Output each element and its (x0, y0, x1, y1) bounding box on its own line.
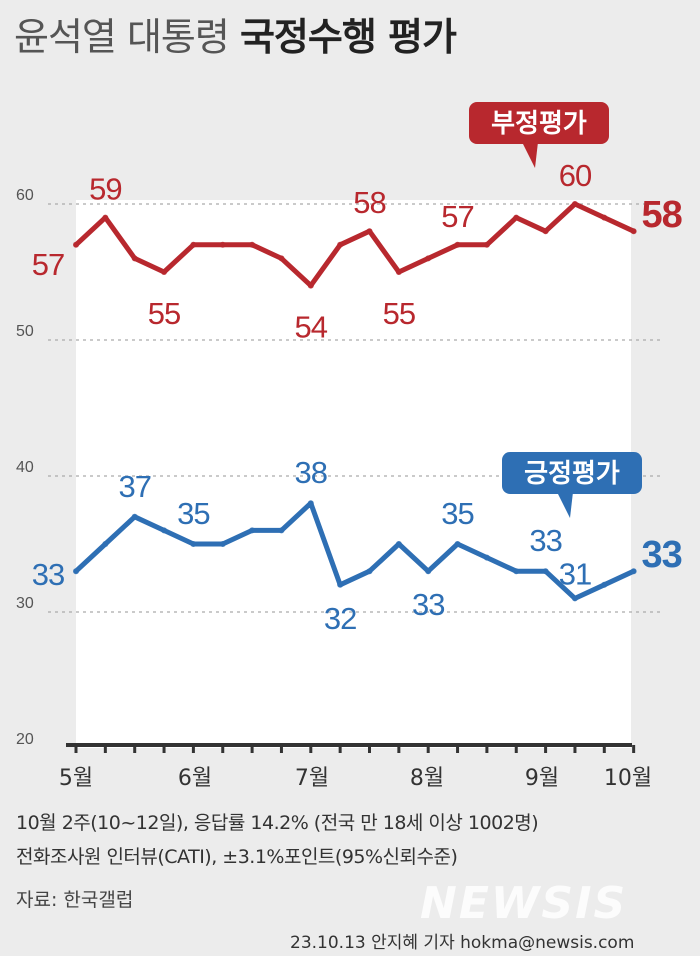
data-label: 58 (642, 194, 682, 236)
data-label: 59 (89, 172, 121, 207)
data-label: 38 (295, 455, 327, 490)
data-point (278, 527, 285, 534)
data-point (131, 255, 138, 262)
data-point (483, 241, 490, 248)
data-label: 55 (148, 296, 180, 331)
data-point (366, 568, 373, 575)
source-text: 자료: 한국갤럽 (16, 889, 134, 911)
data-point (249, 527, 256, 534)
legend-callout-box-1 (502, 452, 642, 494)
legend-callout-box-0 (469, 102, 609, 144)
data-label: 37 (118, 469, 150, 504)
y-tick-label: 30 (16, 595, 34, 612)
data-label: 57 (32, 247, 64, 282)
data-point (219, 241, 226, 248)
data-point (337, 241, 344, 248)
data-label: 35 (177, 496, 209, 531)
line-chart: 20 30 40 50 60 5월 6월 7월 8월 9월 10월 57 59 55 54 58 55 57 60 5… (16, 102, 683, 791)
legend-callout-tail-0 (522, 142, 538, 168)
y-tick-label: 40 (16, 459, 34, 476)
data-label: 58 (353, 185, 385, 220)
data-label: 33 (642, 534, 682, 576)
data-point (337, 581, 344, 588)
chart-title: 윤석열 대통령 국정수행 평가 (14, 6, 457, 61)
data-point (454, 241, 461, 248)
data-point (102, 214, 109, 221)
data-point (483, 554, 490, 561)
data-label: 31 (559, 556, 591, 591)
legend-callout-tail-1 (557, 492, 573, 518)
x-tick-label: 7월 (295, 766, 329, 791)
x-tick-label: 5월 (59, 766, 93, 791)
data-point (102, 541, 109, 547)
data-point (425, 568, 432, 575)
data-point (630, 228, 637, 235)
data-point (601, 581, 608, 588)
credit-text: 23.10.13 안지혜 기자 hokma@newsis.com (290, 933, 635, 953)
y-tick-label: 50 (16, 323, 34, 340)
data-label: 55 (383, 296, 415, 331)
y-tick-label: 60 (16, 187, 34, 204)
data-point (219, 541, 226, 547)
series-line-0 (73, 201, 637, 289)
data-point (73, 568, 79, 575)
data-point (513, 568, 520, 575)
data-point (395, 269, 402, 275)
survey-note-1: 10월 2주(10~12일), 응답률 14.2% (전국 만 18세 이상 1… (16, 812, 539, 834)
data-point (73, 241, 79, 248)
legend-label-0: 부정평가 (491, 109, 587, 139)
data-point (630, 568, 637, 575)
data-label: 33 (412, 587, 444, 622)
data-label: 60 (559, 158, 592, 193)
data-point (161, 527, 168, 534)
data-label: 35 (441, 496, 473, 531)
data-point (249, 241, 256, 248)
data-point (542, 568, 549, 575)
data-label: 54 (295, 310, 328, 345)
title-prefix: 윤석열 대통령 (14, 15, 230, 59)
y-tick-label: 20 (16, 731, 34, 748)
data-point (601, 214, 608, 221)
data-point (425, 255, 432, 262)
data-point (307, 500, 314, 507)
data-point (161, 269, 168, 275)
data-point (278, 255, 285, 262)
data-point (190, 241, 197, 248)
data-point (454, 541, 461, 547)
legend-label-1: 긍정평가 (524, 459, 620, 489)
data-point (131, 513, 138, 520)
x-tick-label: 10월 (604, 766, 652, 791)
data-point (307, 282, 314, 289)
data-label: 57 (441, 199, 473, 234)
data-label: 33 (32, 557, 64, 592)
data-label: 32 (324, 601, 356, 636)
data-point (571, 595, 578, 602)
data-point (542, 228, 549, 235)
x-tick-label: 6월 (178, 766, 212, 791)
newsis-watermark: NEWSIS (420, 878, 628, 929)
data-label: 33 (529, 523, 561, 558)
data-point (571, 201, 578, 207)
data-point (395, 541, 402, 547)
x-tick-label: 9월 (525, 766, 559, 791)
title-bold: 국정수행 평가 (239, 15, 457, 59)
data-point (190, 541, 197, 547)
survey-note-2: 전화조사원 인터뷰(CATI), ±3.1%포인트(95%신뢰수준) (16, 846, 458, 868)
data-point (513, 214, 520, 221)
data-point (366, 228, 373, 235)
series-line-1 (73, 500, 637, 601)
x-tick-label: 8월 (410, 766, 444, 791)
